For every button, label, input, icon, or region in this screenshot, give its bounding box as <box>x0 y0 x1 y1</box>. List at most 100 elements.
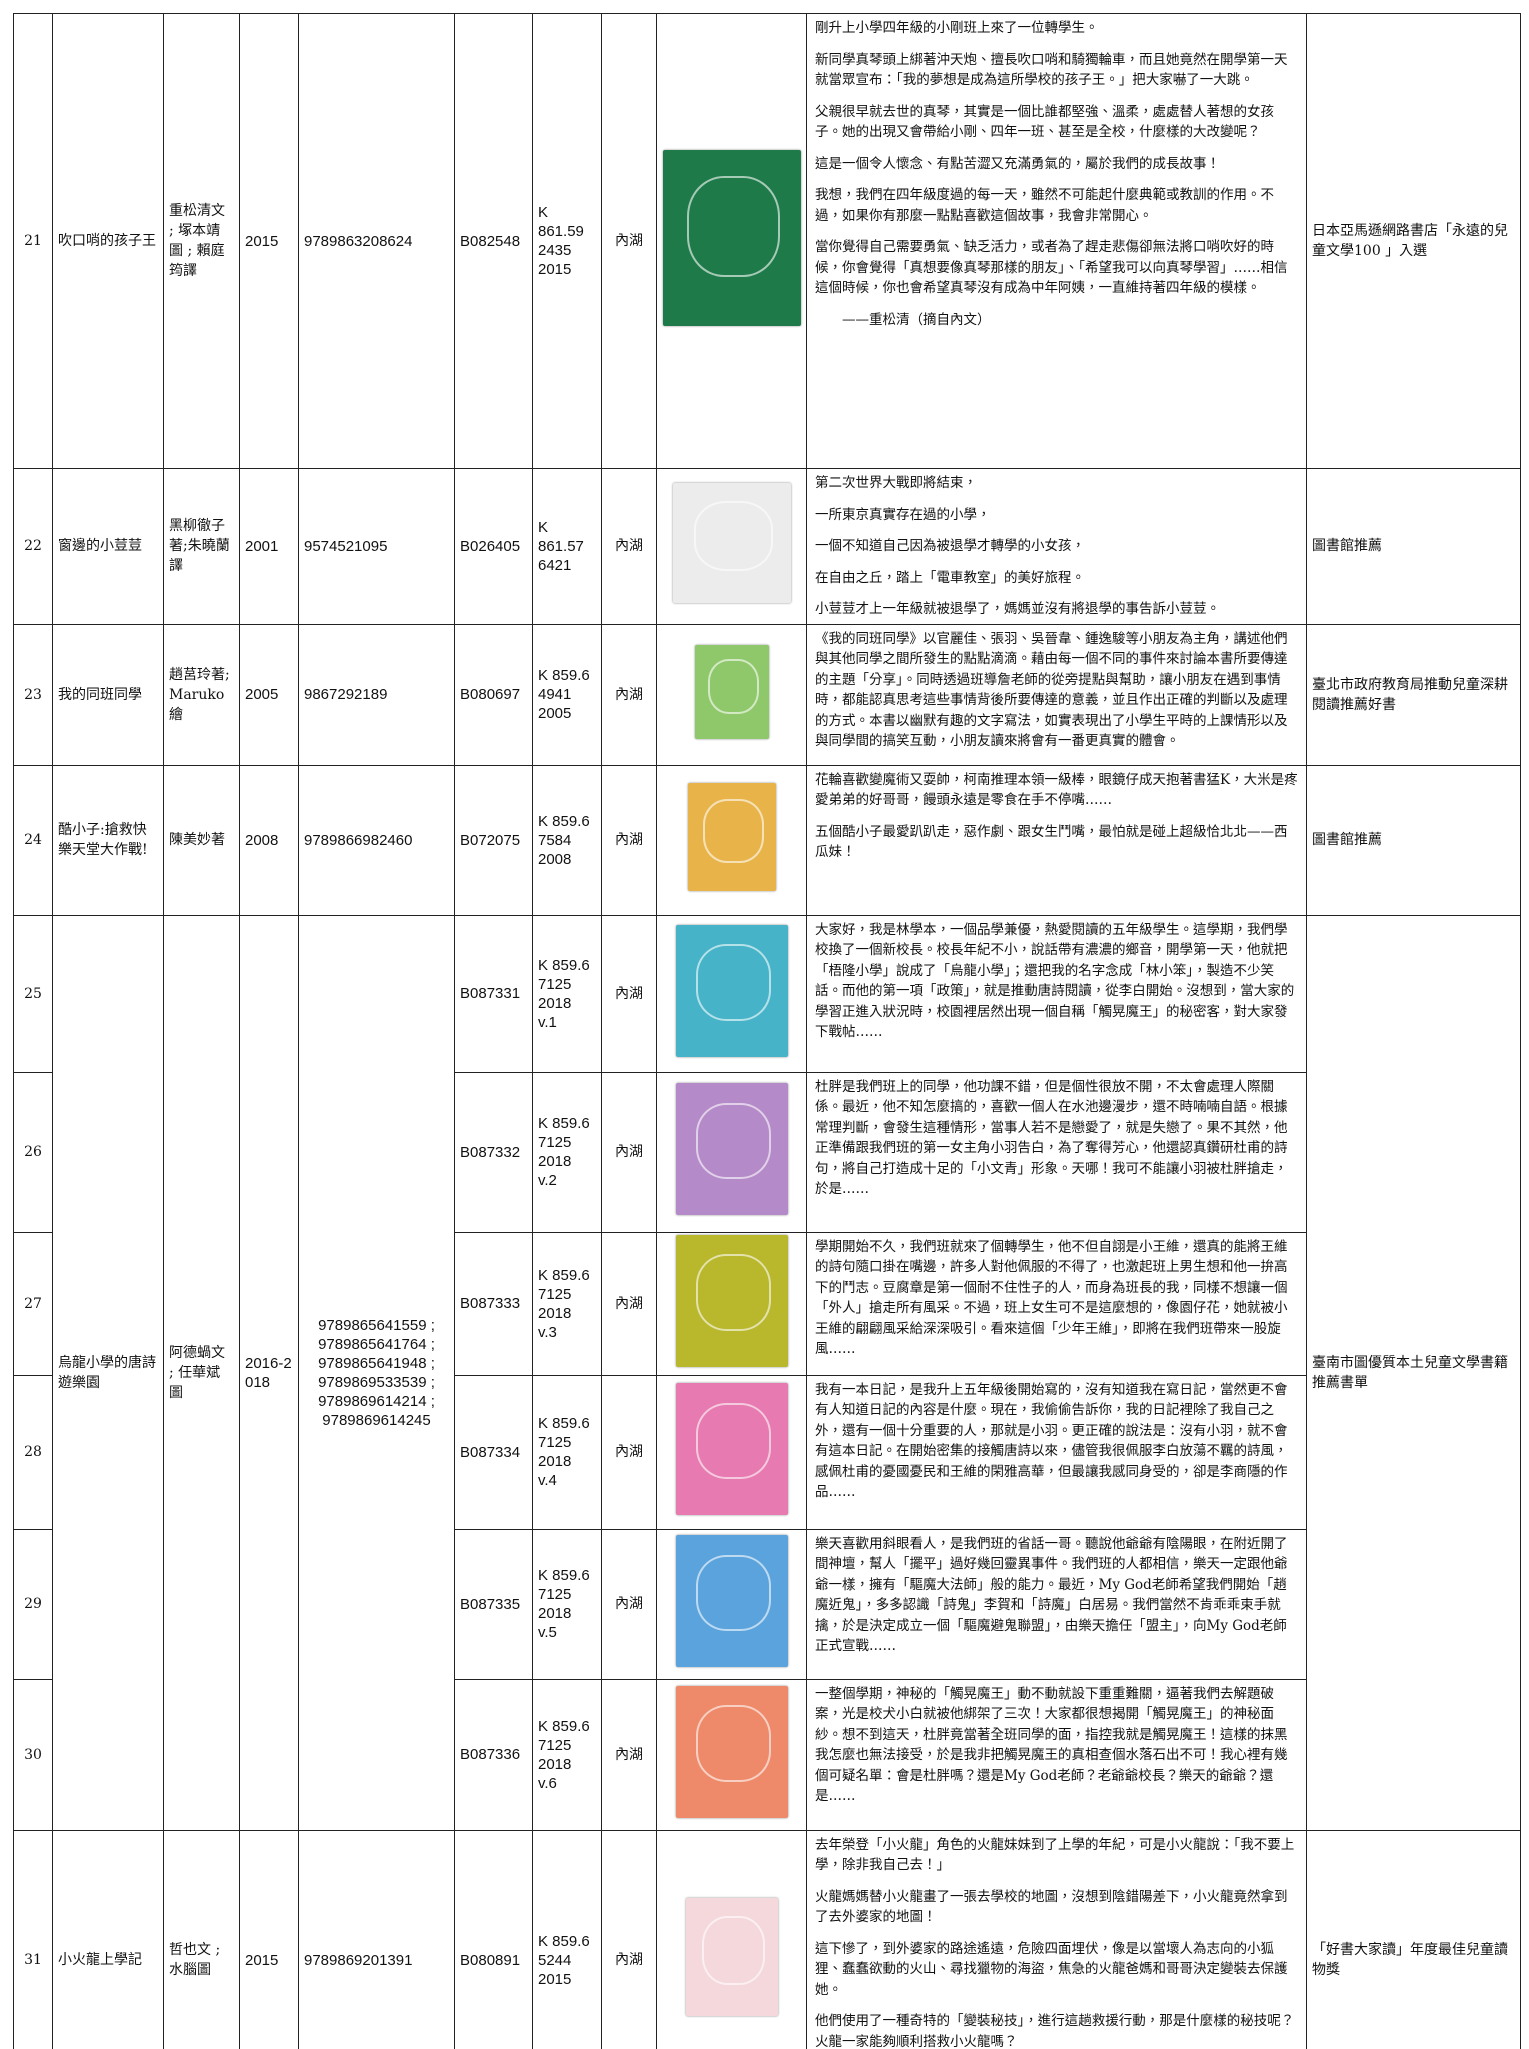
summary-paragraph: 火龍媽媽替小火龍畫了一張去學校的地圖，沒想到陰錯陽差下，小火龍竟然拿到了去外婆家… <box>815 1888 1288 1926</box>
summary-paragraph: 我想，我們在四年級度過的每一天，雖然不可能起什麼典範或教訓的作用。不過，如果你有… <box>815 187 1274 224</box>
isbn-line: 9574521095 <box>304 537 388 555</box>
summary-paragraph: 新同學真琴頭上綁著沖天炮、擅長吹口哨和騎獨輪車，而且她竟然在開學第一天就當眾宣布… <box>815 51 1288 89</box>
cover-image <box>672 483 791 604</box>
summary: 《我的同班同學》以官麗佳、張羽、吳晉韋、鍾逸駿等小朋友為主角，講述他們與其他同學… <box>806 623 1307 766</box>
cover-image <box>687 783 776 891</box>
cover-image <box>675 1234 788 1367</box>
year: 2001 <box>239 468 299 625</box>
row-number: 29 <box>13 1528 53 1680</box>
cover <box>656 1528 807 1680</box>
summary: 第二次世界大戰即將結束， 一所東京真實存在過的小學， 一個不知道自己因為被退學才轉學… <box>806 468 1307 625</box>
summary-paragraph: 樂天喜歡用斜眼看人，是我們班的省話一哥。聽說他爺爺有陰陽眼，在附近開了間神壇，幫… <box>815 1535 1288 1655</box>
callno-line: 2018 <box>538 994 572 1012</box>
callno-line: 2435 <box>538 242 572 259</box>
summary: 大家好，我是林學本，一個品學兼優，熱愛閱讀的五年級學生。這學期，我們學校換了一個… <box>806 914 1307 1073</box>
cover <box>656 1071 807 1233</box>
callno-line: 2008 <box>538 850 572 868</box>
title: 烏龍小學的唐詩遊樂園 <box>52 914 164 1831</box>
summary-paragraph: 第二次世界大戰即將結束， <box>815 475 977 491</box>
table-row: 22 窗邊的小荳荳 黑柳徹子著;朱曉蘭譯 2001 9574521095 B026405 K… <box>13 468 1521 625</box>
cover-image <box>675 1383 788 1515</box>
barcode: B087334 <box>454 1374 533 1530</box>
row-number: 24 <box>13 764 53 916</box>
isbn: 9789863208624 <box>298 13 455 469</box>
table-row: 30 B087336 K 859.6 7125 2018 v.6 內湖 一整個學期，神秘的「觸… <box>13 1678 1521 1831</box>
callno-line: 7125 <box>538 1586 572 1603</box>
author: 阿德蝸文 ; 任華斌圖 <box>163 914 240 1831</box>
location: 內湖 <box>601 1528 657 1680</box>
row-number: 31 <box>13 1829 53 2049</box>
call-number: K 859.6 7125 2018 v.3 <box>532 1231 602 1376</box>
summary-paragraph: ——重松清（摘自內文） <box>815 311 991 328</box>
callno-line: 2018 <box>538 1153 572 1170</box>
book-table: 21 吹口哨的孩子王 重松清文 ; 塚本靖圖 ; 賴庭筠譯 2015 978986320… <box>13 13 1521 2049</box>
barcode: B026405 <box>454 468 533 625</box>
row-number: 25 <box>13 914 53 1073</box>
barcode: B087332 <box>454 1071 533 1233</box>
cover <box>656 1829 807 2049</box>
isbn-line: 9789869533539 ; <box>318 1373 435 1391</box>
cover-image <box>675 1083 788 1215</box>
callno-line: 2018 <box>538 1755 572 1773</box>
callno-line: 4941 <box>538 686 572 703</box>
callno-line: 6421 <box>538 556 572 574</box>
table-row: 23 我的同班同學 趙莒玲著; Maruko繪 2005 9867292189 B0806… <box>13 623 1521 766</box>
award: 圖書館推薦 <box>1306 468 1521 625</box>
summary-paragraph: 當你覺得自己需要勇氣、缺乏活力，或者為了趕走悲傷卻無法將口哨吹好的時候，你會覺得… <box>815 239 1288 296</box>
barcode: B082548 <box>454 13 533 469</box>
summary-paragraph: 這是一個令人懷念、有點苦澀又充滿勇氣的，屬於我們的成長故事！ <box>815 155 1220 172</box>
author: 趙莒玲著; Maruko繪 <box>163 623 240 766</box>
callno-line: K 859.6 <box>538 1932 590 1950</box>
title: 酷小子:搶救快樂天堂大作戰! <box>52 764 164 916</box>
callno-line: 7125 <box>538 1736 572 1754</box>
summary-paragraph: 我有一本日記，是我升上五年級後開始寫的，沒有知道我在寫日記，當然更不會有人知道日… <box>815 1381 1288 1501</box>
isbn-line: 9789865641948 ; <box>318 1354 435 1372</box>
call-number: K 859.6 4941 2005 <box>532 623 602 766</box>
callno-line: 2015 <box>538 261 572 278</box>
isbn-line: 9789865641764 ; <box>318 1335 435 1353</box>
callno-line: K 859.6 <box>538 1717 590 1735</box>
call-number: K 859.6 7125 2018 v.4 <box>532 1374 602 1530</box>
summary: 我有一本日記，是我升上五年級後開始寫的，沒有知道我在寫日記，當然更不會有人知道日… <box>806 1374 1307 1530</box>
cover-image <box>685 1898 778 2016</box>
location: 內湖 <box>601 1071 657 1233</box>
location: 內湖 <box>601 623 657 766</box>
isbn-line: 9789866982460 <box>304 831 413 849</box>
author: 黑柳徹子著;朱曉蘭譯 <box>163 468 240 625</box>
callno-line: 7125 <box>538 975 572 993</box>
isbn-line: 9789865641559 ; <box>318 1316 435 1334</box>
callno-line: 7125 <box>538 1285 572 1303</box>
barcode: B080891 <box>454 1829 533 2049</box>
callno-line: v.3 <box>538 1323 557 1341</box>
summary-paragraph: 在自由之丘，踏上「電車教室」的美好旅程。 <box>815 569 1085 586</box>
summary: 一整個學期，神秘的「觸晃魔王」動不動就設下重重難關，逼著我們去解題破案，光是校犬… <box>806 1678 1307 1831</box>
summary-paragraph: 一整個學期，神秘的「觸晃魔王」動不動就設下重重難關，逼著我們去解題破案，光是校犬… <box>815 1685 1288 1805</box>
location: 內湖 <box>601 1231 657 1376</box>
callno-line: 7125 <box>538 1134 572 1151</box>
summary-paragraph: 大家好，我是林學本，一個品學兼優，熱愛閱讀的五年級學生。這學期，我們學校換了一個… <box>815 921 1295 1041</box>
callno-line: 861.59 <box>538 223 584 240</box>
location: 內湖 <box>601 1374 657 1530</box>
barcode: B087335 <box>454 1528 533 1680</box>
summary-paragraph: 他們使用了一種奇特的「變裝秘技」，進行這趟救援行動，那是什麼樣的秘技呢？火龍一家… <box>815 2013 1295 2049</box>
cover <box>656 1678 807 1831</box>
summary-paragraph: 父親很早就去世的真琴，其實是一個比誰都堅強、溫柔，處處替人著想的女孩子。她的出現… <box>815 103 1274 141</box>
summary-paragraph: 一所東京真實存在過的小學， <box>815 506 991 523</box>
year: 2008 <box>239 764 299 916</box>
table-row: 27 B087333 K 859.6 7125 2018 v.3 內湖 學期開始不久，我們班就… <box>13 1231 1521 1376</box>
callno-line: K <box>538 204 549 221</box>
call-number: K 861.59 2435 2015 <box>532 13 602 469</box>
location: 內湖 <box>601 13 657 469</box>
callno-line: K <box>538 518 549 536</box>
location: 內湖 <box>601 1829 657 2049</box>
callno-line: K 859.6 <box>538 1415 590 1432</box>
barcode: B072075 <box>454 764 533 916</box>
cover <box>656 1374 807 1530</box>
cover-image <box>694 644 769 739</box>
summary-paragraph: 這下慘了，到外婆家的路途遙遠，危險四面埋伏，像是以當壞人為志向的小狐狸、蠢蠢欲動… <box>815 1940 1288 1998</box>
award: 日本亞馬遜網路書店「永遠的兒童文學100 」入選 <box>1306 13 1521 469</box>
isbn-line: 9867292189 <box>304 686 388 703</box>
callno-line: K 859.6 <box>538 1115 590 1132</box>
barcode: B087333 <box>454 1231 533 1376</box>
callno-line: 861.57 <box>538 537 584 555</box>
